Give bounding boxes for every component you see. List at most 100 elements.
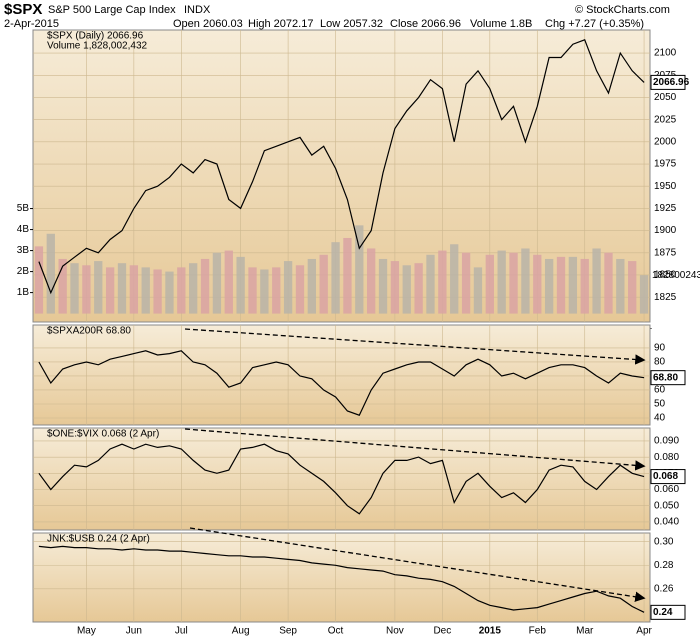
y-tick-label: 40 <box>654 413 666 424</box>
x-tick-label: Oct <box>328 626 344 637</box>
volume-bar <box>177 267 186 314</box>
y-tick-label: 90 <box>654 343 666 354</box>
volume-bar <box>509 252 518 314</box>
volume-bar <box>129 265 139 314</box>
date: 2-Apr-2015 <box>4 18 59 30</box>
trend-lines <box>184 328 646 602</box>
y2-tick-label: 2B <box>17 266 30 277</box>
volume-bar <box>521 248 530 314</box>
volume-bar <box>46 233 55 314</box>
price-line <box>38 39 645 295</box>
volume-bar <box>414 263 423 314</box>
volume-bar <box>141 267 150 314</box>
volume-bar <box>568 256 578 314</box>
x-tick-label: 2015 <box>479 626 502 637</box>
price-line <box>38 443 645 515</box>
source: © StockCharts.com <box>575 4 670 16</box>
volume-bar <box>153 269 162 314</box>
change: Chg +7.27 (+0.35%) <box>545 18 644 30</box>
volume-bar <box>70 263 79 314</box>
volume-bar <box>295 265 305 314</box>
trend-line <box>184 428 646 471</box>
volume-bar <box>248 267 257 314</box>
volume-bar <box>165 271 174 314</box>
y2-tick-label: 5B <box>17 203 30 214</box>
x-tick-label: Jun <box>126 626 142 637</box>
y-tick-label: 0.090 <box>654 436 679 447</box>
symbol: $SPX <box>4 1 42 18</box>
volume-bar <box>355 225 364 314</box>
y-tick-label: 1900 <box>654 225 677 236</box>
low: Low 2057.32 <box>320 18 383 30</box>
volume-bar <box>450 244 459 314</box>
legend-entry: Volume 1,828,002,432 <box>47 41 148 52</box>
volume-bar <box>473 267 483 314</box>
high: High 2072.17 <box>248 18 313 30</box>
y-tick-label: 60 <box>654 385 666 396</box>
volume-bar <box>283 261 293 314</box>
y-tick-label: 0.040 <box>654 517 679 528</box>
volume-bar <box>592 248 601 314</box>
volume-bar <box>105 267 115 314</box>
last-value-box <box>650 370 686 386</box>
index-name: S&P 500 Large Cap Index <box>48 4 176 16</box>
volume-bar <box>331 242 340 314</box>
last-value-label: 1828002432 <box>652 270 700 281</box>
volume-bar <box>212 252 222 314</box>
volume-bar <box>224 250 233 314</box>
panel-background <box>32 532 651 623</box>
x-tick-label: Dec <box>433 626 451 637</box>
volume-bar <box>189 263 198 314</box>
plots: 1825 1850 1875 1900 1925 1950 1975 2000 2025 2050… <box>17 29 700 637</box>
legend-entry: $ONE:$VIX 0.068 (2 Apr) <box>47 429 159 440</box>
volume-bar <box>236 256 245 314</box>
volume-bar <box>438 250 447 314</box>
open: Open 2060.03 <box>173 18 243 30</box>
volume-bar <box>200 258 210 314</box>
volume-bar <box>580 258 589 314</box>
last-value-box <box>650 604 686 620</box>
volume-bar <box>628 261 637 314</box>
y-tick-label: 1825 <box>654 292 677 303</box>
y-tick-label: 0.060 <box>654 484 679 495</box>
volume-bar <box>260 269 269 314</box>
x-tick-label: Aug <box>232 626 250 637</box>
legend-entry: JNK:$USB 0.24 (2 Apr) <box>47 534 150 545</box>
volume-bar <box>343 237 352 314</box>
volume-bar <box>461 252 471 314</box>
volume-bar <box>58 258 67 314</box>
last-value-label: 0.068 <box>653 471 678 482</box>
volume-bar <box>544 258 554 314</box>
last-value-label: 2066.96 <box>653 77 690 88</box>
legend-entry: $SPX (Daily) 2066.96 <box>47 31 144 42</box>
y-tick-label: 1925 <box>654 203 677 214</box>
volume-bar <box>556 256 566 314</box>
x-tick-label: May <box>77 626 96 637</box>
volume-bar <box>307 258 316 314</box>
y-tick-label: 2100 <box>654 48 677 59</box>
volume-bar <box>390 261 400 314</box>
volume-bar <box>604 252 613 314</box>
volume-bar <box>639 275 649 314</box>
trend-line <box>184 328 646 365</box>
y-tick-label: 1850 <box>654 270 677 281</box>
x-tick-label: Apr <box>636 626 652 637</box>
close: Close 2066.96 <box>390 18 461 30</box>
price-line <box>38 545 645 613</box>
volume-bar <box>34 246 44 314</box>
x-tick-label: Mar <box>576 626 594 637</box>
trend-line <box>189 527 646 602</box>
volume-bar <box>94 261 103 314</box>
y-tick-label: 0.050 <box>654 500 679 511</box>
y2-tick-label: 1B <box>17 287 30 298</box>
y-tick-label: 1875 <box>654 247 677 258</box>
y-tick-label: 1975 <box>654 159 677 170</box>
y-tick-label: 80 <box>654 357 666 368</box>
y-tick-label: 0.30 <box>654 536 674 547</box>
x-tick-label: Sep <box>279 626 297 637</box>
volume-bar <box>485 254 494 314</box>
y-tick-label: 0.080 <box>654 452 679 463</box>
y-tick-label: 2025 <box>654 114 677 125</box>
x-tick-label: Jul <box>175 626 188 637</box>
